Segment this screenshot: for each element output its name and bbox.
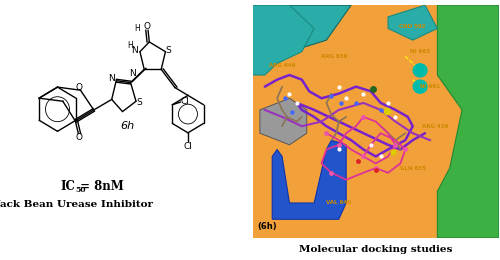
Text: ARG 639: ARG 639 [320, 54, 347, 59]
Text: O: O [76, 83, 83, 92]
Text: Cl: Cl [184, 142, 192, 151]
Polygon shape [438, 5, 499, 238]
Circle shape [413, 64, 427, 77]
Text: N: N [131, 46, 138, 55]
Text: H: H [128, 41, 134, 50]
Polygon shape [388, 5, 438, 40]
Text: 50: 50 [76, 186, 86, 194]
Text: H: H [134, 24, 140, 34]
Text: CND 592: CND 592 [400, 24, 426, 29]
Text: N: N [129, 69, 136, 78]
Polygon shape [252, 5, 351, 63]
Text: VAL 640: VAL 640 [326, 200, 351, 205]
Text: Jack Bean Urease Inhibitor: Jack Bean Urease Inhibitor [0, 200, 154, 209]
Text: ARG 646: ARG 646 [269, 63, 295, 68]
Text: Molecular docking studies: Molecular docking studies [299, 245, 452, 254]
Text: = 8nM: = 8nM [76, 180, 123, 193]
Text: N: N [108, 74, 115, 83]
Text: O: O [144, 22, 150, 31]
Text: O: O [76, 133, 82, 142]
Text: NI 961: NI 961 [420, 84, 440, 89]
Text: S: S [166, 46, 172, 55]
Polygon shape [252, 5, 314, 75]
Circle shape [413, 80, 427, 93]
Text: S: S [136, 98, 142, 107]
Text: GLN 635: GLN 635 [400, 166, 426, 171]
Text: NI 963: NI 963 [410, 49, 430, 54]
Text: 6h: 6h [120, 121, 134, 131]
Text: (6h): (6h) [258, 222, 277, 231]
Polygon shape [260, 98, 306, 145]
Text: ARG 439: ARG 439 [422, 124, 448, 129]
Polygon shape [272, 140, 346, 219]
Text: Cl: Cl [181, 97, 190, 106]
Text: IC: IC [60, 180, 75, 193]
